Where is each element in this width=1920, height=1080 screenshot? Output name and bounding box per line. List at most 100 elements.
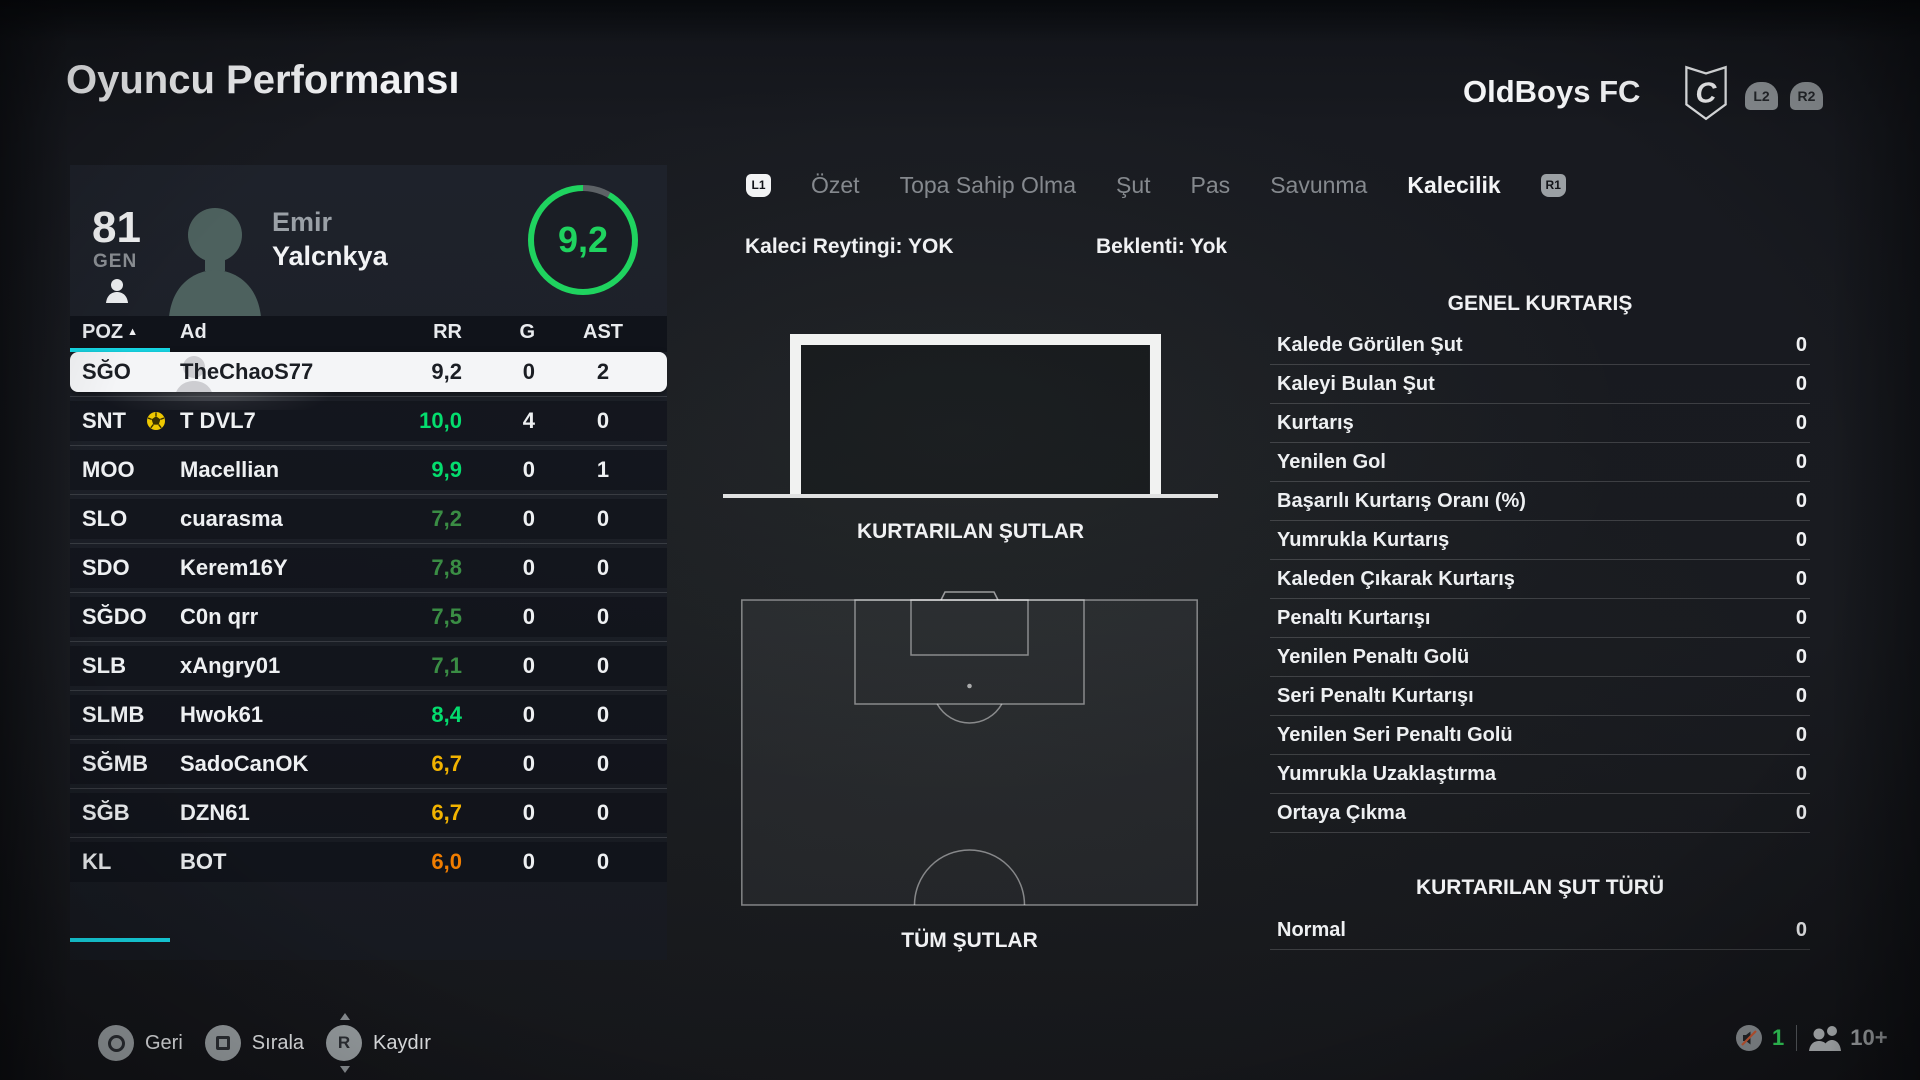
match-rating-value: 9,2 [534, 191, 632, 289]
players-count: 10+ [1850, 1025, 1888, 1050]
square-button-icon [204, 1025, 241, 1061]
stat-label: Ortaya Çıkma [1277, 801, 1406, 824]
r1-button-icon[interactable]: R1 [1540, 173, 1566, 197]
table-row[interactable]: SĞDO C0n qrr 7,5 0 0 [70, 592, 667, 637]
player-overall-rating: 81 [92, 203, 141, 252]
stat-label: Penaltı Kurtarışı [1277, 606, 1431, 629]
page-title: Oyuncu Performansı [66, 58, 460, 102]
table-row[interactable]: SDO Kerem16Y 7,8 0 0 [70, 543, 667, 588]
table-row[interactable]: SLMB Hwok61 8,4 0 0 [70, 690, 667, 735]
stat-label: Normal [1277, 918, 1346, 941]
scrollbar[interactable] [70, 938, 170, 942]
player-assists: 0 [596, 408, 610, 433]
general-saves-list: Kalede Görülen Şut 0 Kaleyi Bulan Şut 0 Ku… [1270, 326, 1810, 833]
column-poz[interactable]: POZ ▲ [82, 321, 139, 343]
scroll-hint[interactable]: R Kaydır [326, 1013, 431, 1073]
muted-count: 1 [1772, 1025, 1785, 1050]
stat-row: Kalede Görülen Şut 0 [1270, 326, 1810, 365]
stats-tabbar: L1 Özet Topa Sahip Olma Şut Pas Savunma … [746, 170, 1566, 200]
stat-value: 0 [1795, 333, 1807, 356]
player-goals: 0 [522, 800, 535, 825]
player-match-rating: 7,5 [431, 604, 462, 629]
tab-pas[interactable]: Pas [1190, 171, 1231, 198]
tab-kalecilik[interactable]: Kalecilik [1407, 171, 1501, 198]
player-name: TheChaoS77 [180, 359, 314, 384]
l2-button-icon[interactable]: L2 [1745, 82, 1778, 110]
stat-row: Kaleyi Bulan Şut 0 [1270, 365, 1810, 404]
tab-sut[interactable]: Şut [1116, 171, 1151, 198]
stat-value: 0 [1795, 723, 1807, 746]
saved-shot-type-title: KURTARILAN ŞUT TÜRÜ [1415, 876, 1665, 899]
player-assists: 0 [596, 849, 610, 874]
table-row[interactable]: MOO Macellian 9,9 0 1 [70, 445, 667, 490]
player-name: C0n qrr [180, 604, 259, 629]
player-position: SĞDO [82, 604, 147, 629]
back-hint[interactable]: Geri [98, 1025, 183, 1061]
match-rating-ring: 9,2 [528, 185, 638, 295]
stat-row: Seri Penaltı Kurtarışı 0 [1270, 677, 1810, 716]
tab-ozet[interactable]: Özet [811, 171, 860, 198]
saved-shot-type-list: Normal 0 [1270, 911, 1810, 950]
button-hints: Geri Sırala R Kaydır [98, 1013, 431, 1073]
player-goals: 4 [522, 408, 535, 433]
column-rr[interactable]: RR [433, 321, 462, 343]
r2-button-icon[interactable]: R2 [1790, 82, 1823, 110]
player-assists: 0 [596, 506, 610, 531]
stat-row: Yenilen Gol 0 [1270, 443, 1810, 482]
player-goals: 0 [522, 653, 535, 678]
player-name: T DVL7 [180, 408, 256, 433]
player-position: SNT [82, 408, 126, 433]
table-row[interactable]: SĞMB SadoCanOK 6,7 0 0 [70, 739, 667, 784]
stat-row: Penaltı Kurtarışı 0 [1270, 599, 1810, 638]
goal-crossbar [790, 334, 1161, 345]
player-avatar [169, 208, 261, 317]
expectation-text: Beklenti: Yok [1096, 235, 1228, 258]
session-status: 1 10+ [1735, 1024, 1888, 1052]
player-match-rating: 9,2 [431, 359, 462, 384]
table-row-selected[interactable]: SĞO TheChaoS77 9,2 0 2 [70, 352, 667, 392]
player-assists: 0 [596, 751, 610, 776]
player-goals: 0 [522, 751, 535, 776]
player-last-name: Yalcnkya [272, 241, 388, 271]
player-goals: 0 [522, 702, 535, 727]
player-rows: SĞO TheChaoS77 9,2 0 2 SNT T DVL7 [70, 352, 667, 891]
tab-savunma[interactable]: Savunma [1270, 171, 1368, 198]
stat-value: 0 [1795, 801, 1807, 824]
column-name[interactable]: Ad [180, 321, 207, 343]
player-name: BOT [180, 849, 227, 874]
player-name: Hwok61 [180, 702, 264, 727]
general-saves-title: GENEL KURTARIŞ [1447, 292, 1633, 315]
table-row[interactable]: SLB xAngry01 7,1 0 0 [70, 641, 667, 686]
player-position: SDO [82, 555, 130, 580]
table-row[interactable]: KL BOT 6,0 0 0 [70, 837, 667, 882]
l1-button-icon[interactable]: L1 [746, 173, 771, 197]
stat-value: 0 [1795, 372, 1807, 395]
table-row[interactable]: SĞB DZN61 6,7 0 0 [70, 788, 667, 833]
column-assists[interactable]: AST [583, 321, 623, 343]
arrow-up-icon [340, 1013, 351, 1020]
player-assists: 0 [596, 604, 610, 629]
top-strip [0, 0, 1920, 42]
stat-value: 0 [1795, 645, 1807, 668]
stat-value: 0 [1795, 918, 1807, 941]
column-goals[interactable]: G [519, 321, 535, 343]
stat-value: 0 [1795, 606, 1807, 629]
sort-hint[interactable]: Sırala [204, 1025, 305, 1061]
player-position: KL [82, 849, 112, 874]
player-match-rating: 9,9 [431, 457, 462, 482]
all-shots-label: TÜM ŞUTLAR [901, 929, 1038, 952]
sort-label: Sırala [251, 1031, 305, 1054]
goal-left-post [790, 334, 801, 494]
player-position: SLMB [82, 702, 145, 727]
table-row[interactable]: SNT T DVL7 10,0 4 0 [70, 396, 667, 441]
stat-row: Başarılı Kurtarış Oranı (%) 0 [1270, 482, 1810, 521]
player-list-panel: 81 GEN Emir Yalcnkya 9,2 POZ ▲ Ad RR G AS… [70, 165, 667, 960]
sort-arrow-icon: ▲ [127, 326, 139, 338]
player-goals: 0 [522, 457, 535, 482]
table-row[interactable]: SLO cuarasma 7,2 0 0 [70, 494, 667, 539]
tab-topa-sahip-olma[interactable]: Topa Sahip Olma [899, 171, 1077, 198]
stat-value: 0 [1795, 762, 1807, 785]
player-goals: 0 [522, 604, 535, 629]
stat-value: 0 [1795, 528, 1807, 551]
